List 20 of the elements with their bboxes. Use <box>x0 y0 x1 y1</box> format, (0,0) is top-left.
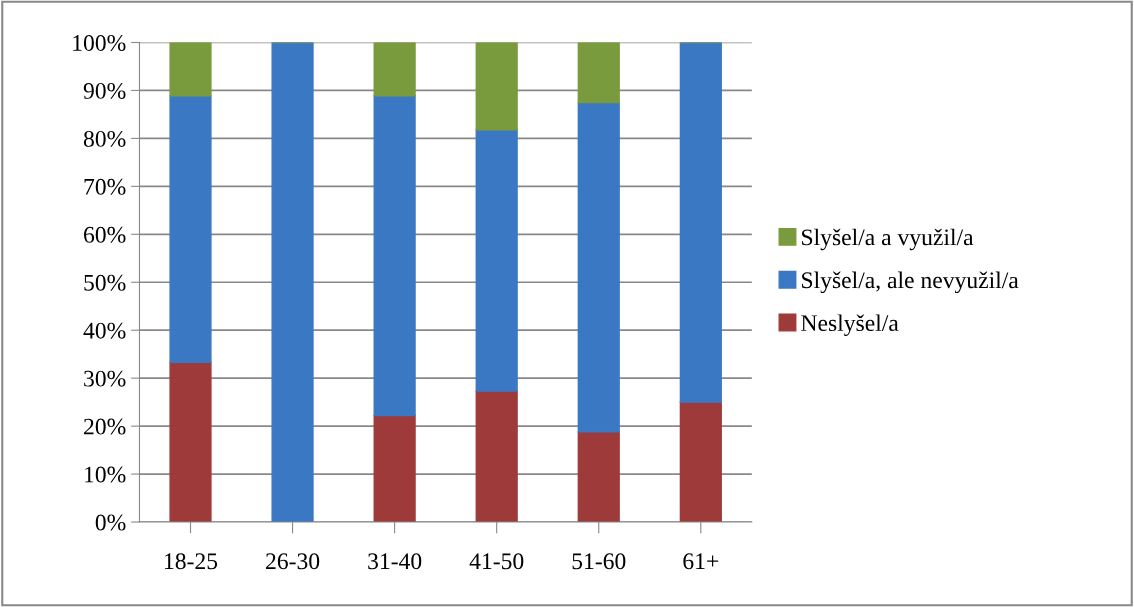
y-tick-label: 10% <box>85 466 126 483</box>
y-tick-label: 20% <box>84 418 126 435</box>
legend-label: Neslyšel/a <box>801 314 899 336</box>
y-tick-label: 90% <box>83 82 126 99</box>
y-tick-label: 50% <box>84 274 126 291</box>
x-tick-label: 51-60 <box>572 553 626 570</box>
y-tick-label: 60% <box>84 226 126 243</box>
y-tick-label: 80% <box>83 130 126 147</box>
y-tick-label: 100% <box>73 34 126 51</box>
x-tick-label: 18-25 <box>165 553 218 570</box>
x-tick-label: 41-50 <box>469 553 524 570</box>
legend-label: Slyšel/a, ale nevyužil/a <box>802 271 1019 294</box>
legend-label: Slyšel/a a využil/a <box>802 228 974 251</box>
x-tick-label: 26-30 <box>266 553 320 570</box>
y-tick-label: 70% <box>84 178 126 195</box>
y-tick-label: 40% <box>83 322 126 339</box>
y-tick-label: 0% <box>95 514 126 531</box>
x-tick-label: 61+ <box>683 553 719 570</box>
x-tick-label: 31-40 <box>368 553 422 570</box>
y-tick-label: 30% <box>84 370 126 387</box>
